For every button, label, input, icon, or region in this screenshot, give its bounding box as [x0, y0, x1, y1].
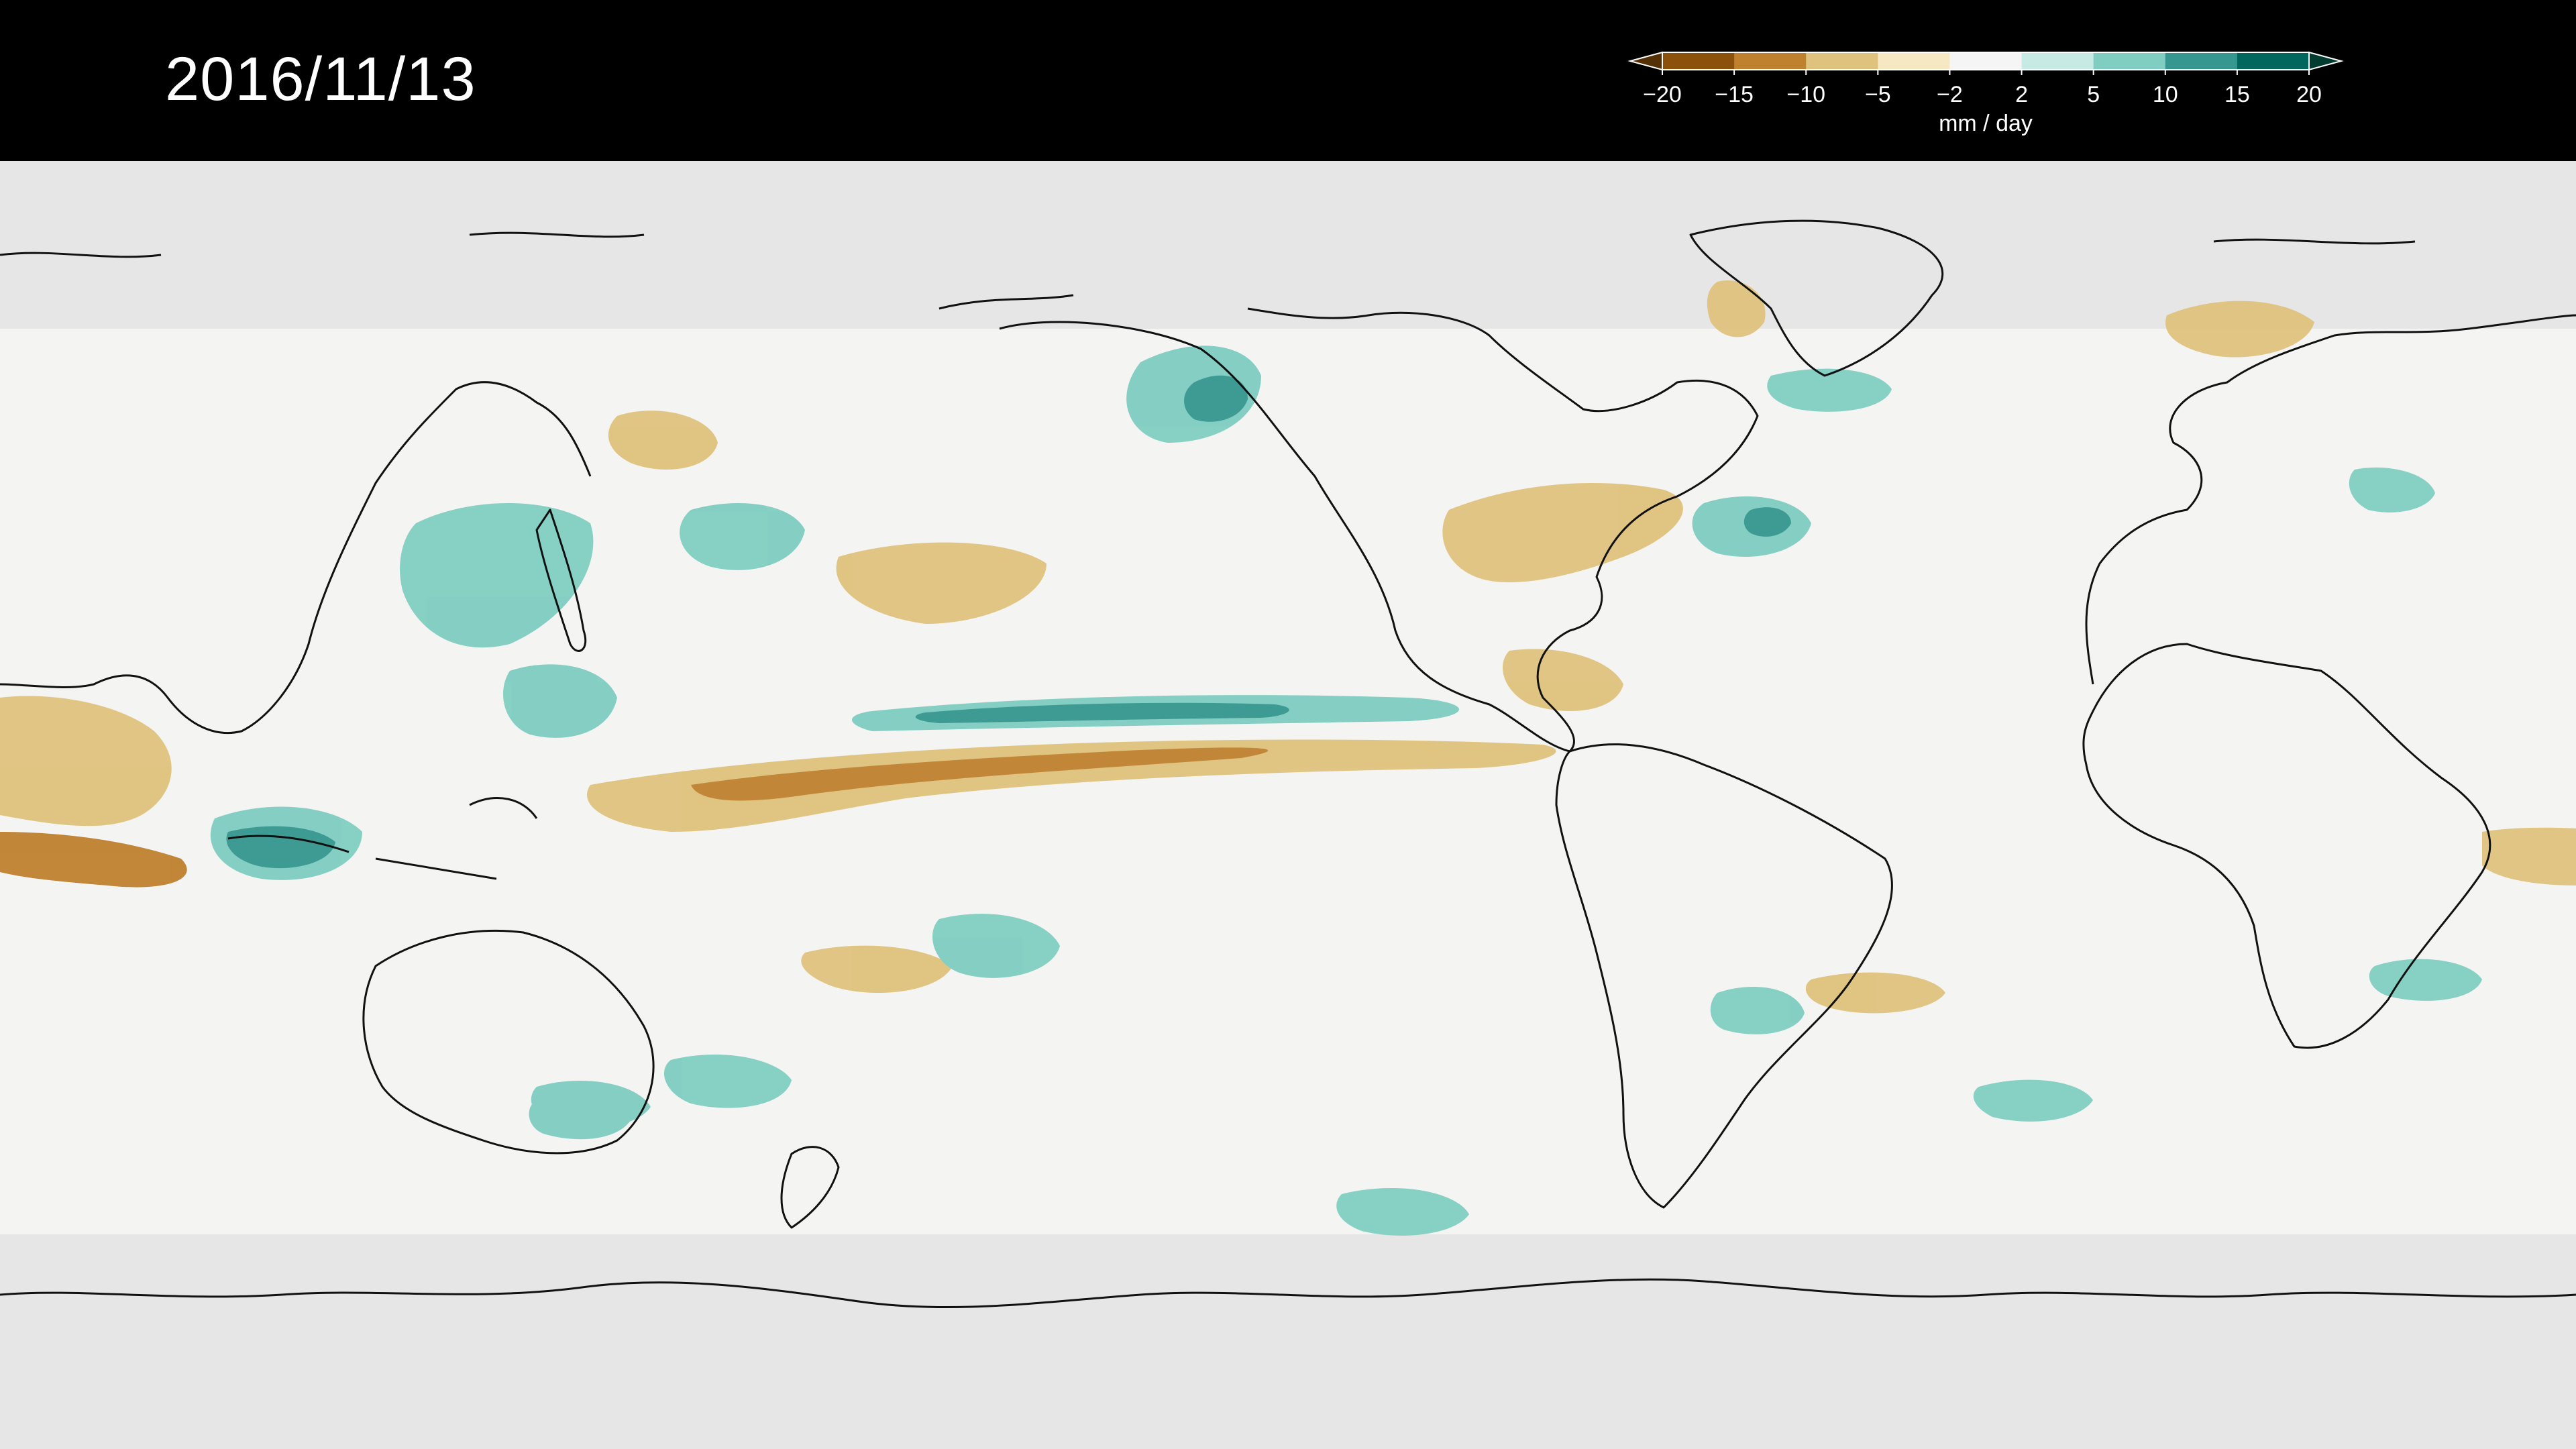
colorbar-swatch: [2021, 52, 2094, 70]
colorbar-swatch: [1878, 52, 1950, 70]
colorbar-extension-low: [1627, 51, 1663, 71]
dry-patch-south-pacific: [801, 945, 953, 993]
dry-patch-north-pacific-2: [608, 411, 718, 470]
coast-africa: [2082, 643, 2491, 1049]
wet-core-gulf-alaska: [1184, 375, 1248, 422]
coast-arctic: [0, 231, 2416, 310]
south-polar-mask: [0, 1234, 2576, 1449]
date-title: 2016/11/13: [165, 45, 476, 113]
coast-japan: [535, 508, 587, 652]
wet-patch-south-america-east: [1710, 987, 1805, 1034]
wet-patch-north-pacific-mid: [680, 503, 805, 570]
colorbar-tick-label: −20: [1643, 82, 1682, 107]
coastlines: [0, 219, 2576, 1309]
colorbar-tick-label: −2: [1937, 82, 1963, 107]
colorbar-swatch: [1949, 52, 2023, 70]
dry-core-central-pacific: [691, 747, 1269, 801]
wet-patch-south-pacific-2: [664, 1054, 792, 1108]
coast-new-zealand: [780, 1146, 840, 1229]
wet-patch-tasman: [529, 1097, 631, 1140]
dry-patch-south-atlantic: [1805, 972, 1945, 1014]
wet-patch-southern-ocean-1: [1336, 1188, 1469, 1236]
coast-indonesia: [227, 797, 538, 880]
wet-patch-labrador: [1767, 368, 1892, 412]
wet-core-north-atlantic: [1743, 507, 1791, 537]
colorbar-swatch: [1734, 52, 1807, 70]
dry-patch-greenland-sea: [1707, 280, 1766, 337]
dry-core-indian-ocean: [0, 832, 187, 888]
wet-patch-indian-south: [2369, 959, 2482, 1001]
colorbar-extension-high: [2308, 51, 2344, 71]
dry-patch-equatorial-east: [2482, 827, 2576, 885]
wet-patch-philippines: [503, 664, 617, 738]
coast-europe: [2085, 314, 2576, 685]
colorbar-tick-label: −10: [1786, 82, 1825, 107]
coast-greenland: [1689, 219, 1944, 377]
coast-antarctica: [0, 1278, 2576, 1309]
colorbar-swatch: [1662, 52, 1735, 70]
colorbar-swatch: [2093, 52, 2166, 70]
colorbar-legend: −20 −15 −10 −5 −2 2 5 10 15 20 mm / day: [1627, 51, 2344, 136]
dry-patch-north-pacific-1: [836, 542, 1046, 624]
colorbar-tick-label: 2: [2015, 82, 2028, 107]
wet-band-itcz-core: [915, 702, 1289, 723]
header-bar: 2016/11/13 −20 −15 −10 −5 −2 2 5 10 15 20 mm / da…: [0, 0, 2576, 161]
wet-patch-south-pacific-1: [932, 914, 1060, 978]
dry-patch-scandinavia: [2165, 301, 2314, 358]
north-polar-mask: [0, 161, 2576, 329]
colorbar-swatch: [1806, 52, 1878, 70]
colorbar-tick-label: 10: [2153, 82, 2178, 107]
colorbar-outline: [1662, 52, 2310, 70]
wet-patch-mediterranean: [2349, 467, 2435, 513]
world-map: [0, 161, 2576, 1449]
coast-north-america: [999, 307, 1759, 753]
colorbar-swatch: [2165, 52, 2238, 70]
coast-south-america: [1555, 743, 1893, 1209]
dry-band-central-pacific: [587, 739, 1556, 832]
wet-patch-west-pacific: [400, 503, 594, 648]
dry-patch-us-east: [1442, 483, 1683, 583]
colorbar-tick-label: −5: [1865, 82, 1891, 107]
precip-anomaly-layer: [0, 280, 2576, 1236]
colorbar-tick-label: 5: [2087, 82, 2100, 107]
colorbar-tick-label: −15: [1715, 82, 1754, 107]
colorbar-tick-label: 20: [2296, 82, 2322, 107]
colorbar-tick-label: 15: [2224, 82, 2250, 107]
coast-australia: [362, 929, 655, 1155]
dry-patch-caribbean: [1503, 649, 1623, 711]
colorbar-swatch: [2237, 52, 2310, 70]
coast-east-asia: [0, 381, 592, 735]
dry-band-indian-ocean: [0, 696, 172, 826]
wet-patch-south-atlantic: [1973, 1079, 2093, 1122]
colorbar-unit-label: mm / day: [1939, 111, 2033, 136]
